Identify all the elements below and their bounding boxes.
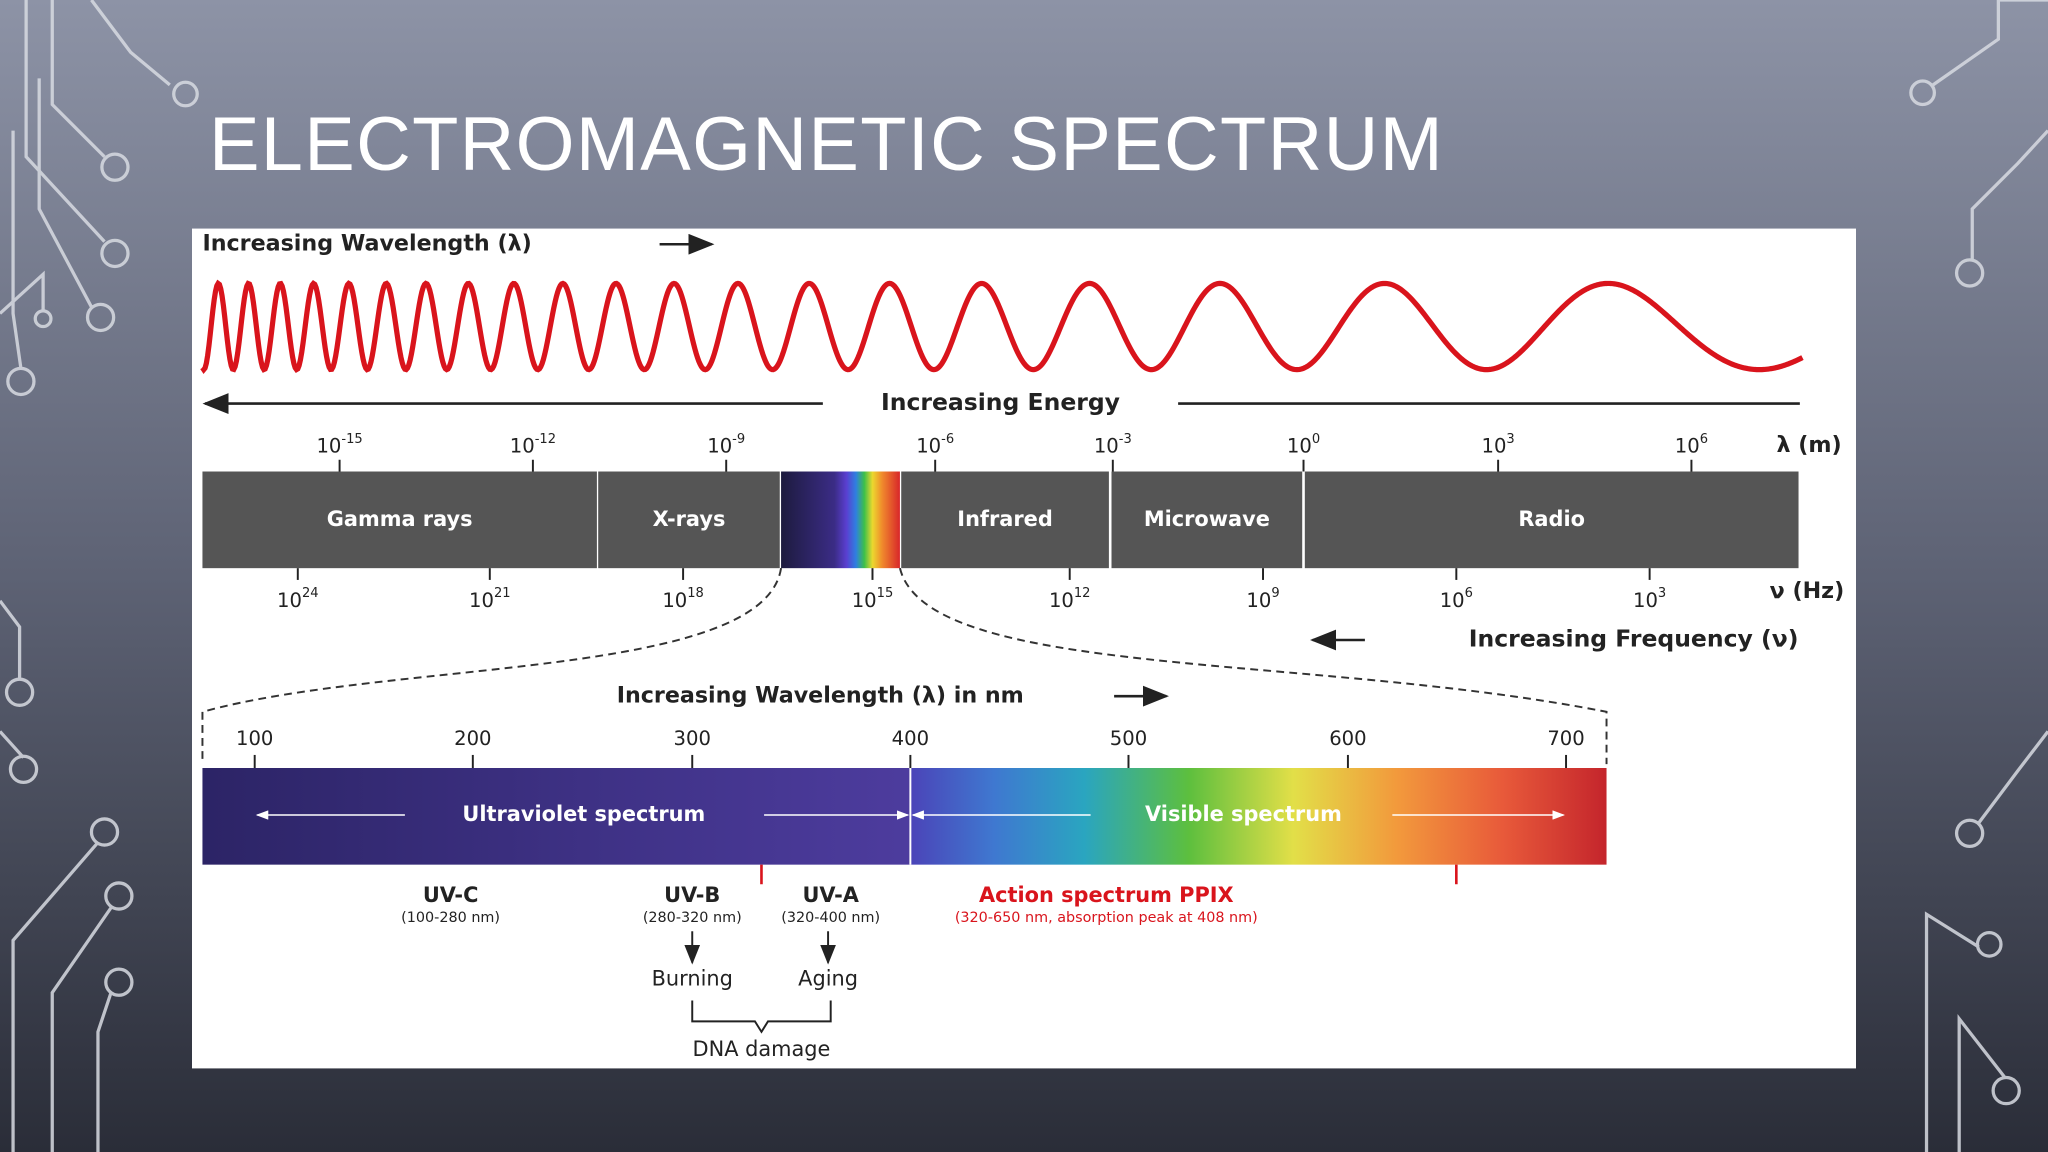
base: 10 [662,588,687,611]
exponent: -6 [941,431,954,446]
effect-label: Burning [652,967,733,991]
base: 10 [1440,588,1465,611]
exponent: 9 [1271,585,1279,600]
exponent: 6 [1700,431,1708,446]
band-label: Radio [1518,507,1585,531]
visible-label: Visible spectrum [1145,802,1342,826]
band [1111,471,1303,569]
frequency-tick-label: 109 [1246,585,1279,611]
nm-tick-label: 500 [1110,727,1147,750]
exponent: -12 [535,431,556,446]
base: 10 [852,588,877,611]
base: 10 [277,588,302,611]
exponent: 12 [1074,585,1091,600]
nm-tick-label: 400 [892,727,929,750]
base: 10 [469,588,494,611]
exponent: 0 [1312,431,1320,446]
wavelength-tick-label: 100 [1287,431,1320,457]
exponent: 3 [1506,431,1514,446]
uv-band-range: (100-280 nm) [401,910,500,926]
base: 10 [1287,434,1312,457]
exponent: 3 [1658,585,1666,600]
band [901,471,1109,569]
frequency-tick-label: 1021 [469,585,511,611]
effect-label: Aging [798,967,858,991]
energy-label: Increasing Energy [881,388,1120,416]
diagram-panel [192,228,1856,1069]
wavelength-tick-label: 106 [1675,431,1708,457]
band-label: Gamma rays [327,507,473,531]
base: 10 [1094,434,1119,457]
frequency-tick-label: 1015 [852,585,894,611]
nm-tick-label: 700 [1547,727,1584,750]
frequency-tick-label: 1024 [277,585,319,611]
base: 10 [1246,588,1271,611]
uv-label: Ultraviolet spectrum [462,802,705,826]
nm-tick-label: 600 [1329,727,1366,750]
base: 10 [1049,588,1074,611]
exponent: 21 [494,585,511,600]
wavelength-tick-label: 103 [1482,431,1515,457]
exponent: -9 [732,431,745,446]
uv-band-name: UV-B [664,883,720,907]
frequency-tick-label: 1012 [1049,585,1091,611]
base: 10 [316,434,341,457]
base: 10 [1633,588,1658,611]
slide-title: ELECTROMAGNETIC SPECTRUM [209,102,1444,187]
exponent: 24 [302,585,319,600]
base: 10 [1482,434,1507,457]
frequency-unit: ν (Hz) [1770,578,1845,604]
wavelength-label: Increasing Wavelength (λ) [202,231,531,257]
wavelength-tick-label: 10-3 [1094,431,1132,457]
wavelength-tick-label: 10-6 [916,431,954,457]
wave [200,279,1804,374]
uv-band-range: (280-320 nm) [643,910,742,926]
band-label: Infrared [957,507,1053,531]
wavelength-tick-label: 10-12 [510,431,556,457]
exponent: 15 [877,585,894,600]
wavelength-tick-label: 10-15 [316,431,362,457]
brace [691,1000,832,1034]
base: 10 [916,434,941,457]
wavelength-tick-label: 10-9 [707,431,745,457]
frequency-label: Increasing Frequency (ν) [1469,625,1799,653]
effect-result: DNA damage [693,1037,831,1061]
band-label: Microwave [1144,507,1270,531]
base: 10 [1675,434,1700,457]
frequency-tick-label: 103 [1633,585,1666,611]
base: 10 [707,434,732,457]
frequency-tick-label: 1018 [662,585,704,611]
uv-band-name: UV-C [423,883,479,907]
action-name: Action spectrum PPIX [979,883,1234,907]
exponent: -15 [341,431,362,446]
spectrum-diagram: Increasing Wavelength (λ) Increasing Ener… [200,231,1845,1061]
zoom-line [898,567,1608,765]
base: 10 [510,434,535,457]
band-label: X-rays [653,507,726,531]
uv-spectrum [202,768,911,865]
uv-band-name: UV-A [802,883,859,907]
wavelength-unit: λ (m) [1776,432,1841,458]
visible-band [781,471,900,569]
zoom-line [201,568,783,765]
band [202,471,597,569]
uv-band-range: (320-400 nm) [781,910,880,926]
exponent: 6 [1465,585,1473,600]
exponent: 18 [687,585,704,600]
nm-tick-label: 100 [236,727,273,750]
visible-spectrum [910,768,1607,865]
nm-label: Increasing Wavelength (λ) in nm [617,683,1024,709]
nm-tick-label: 200 [454,727,491,750]
band [1304,471,1799,569]
frequency-tick-label: 106 [1440,585,1473,611]
exponent: -3 [1119,431,1132,446]
nm-tick-label: 300 [674,727,711,750]
action-note: (320-650 nm, absorption peak at 408 nm) [955,910,1258,926]
band [598,471,780,569]
